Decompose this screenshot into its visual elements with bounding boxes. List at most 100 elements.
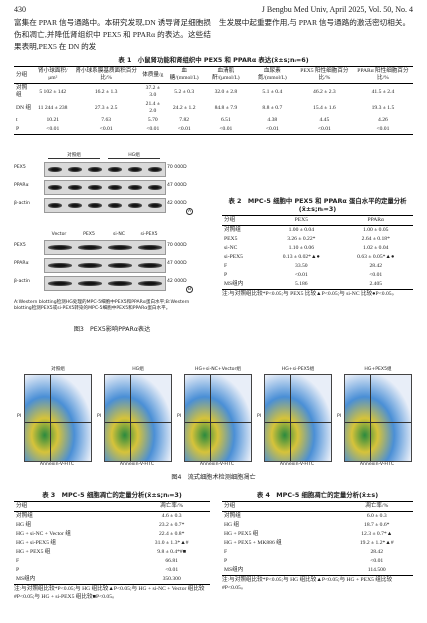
band-size: 42 000D <box>167 201 187 206</box>
header-cell: 血尿素氮/(mmol/L) <box>257 68 287 81</box>
table-row: 对照组 6.0 ± 0.3 <box>222 512 413 522</box>
blot-band <box>138 245 162 250</box>
table-cell: HG + PEX5 + MK886 组 <box>224 540 282 546</box>
table-row: F 66.81 <box>14 557 210 566</box>
blot-band <box>88 203 102 208</box>
blot-strip <box>44 258 166 273</box>
table-row: F 33.50 28.42 <box>222 262 413 271</box>
table-row: 对照组 4.6 ± 0.3 <box>14 512 210 522</box>
table-cell: 15.4 ± 1.6 <box>313 104 336 111</box>
table4-block: 表 4 MPC-5 细胞凋亡的定量分析(x̄±s) 分组 凋亡率/% 对照组 6.0 … <box>222 490 413 592</box>
quadrant-line <box>345 422 411 424</box>
band-size: 47 000D <box>167 261 187 266</box>
table-cell: 5.1 ± 0.4 <box>262 88 283 95</box>
table-row: HG + si-NC + Vector 组 22.4 ± 0.8* <box>14 530 210 539</box>
header-cell: PEX5 <box>294 217 308 223</box>
header-row: 分组 PEX5 PPARα <box>222 215 413 226</box>
quadrant-line <box>25 422 91 424</box>
blot-band <box>48 185 62 190</box>
header-row: 分组 凋亡率/% <box>14 501 210 512</box>
table-cell: 对照组 <box>16 85 28 98</box>
table-head: 分组 凋亡率/% <box>222 501 413 512</box>
header-cell: 分组 <box>16 503 28 509</box>
blot-band <box>128 203 142 208</box>
table-cell: 23.2 ± 0.7* <box>158 522 185 528</box>
blot-band <box>138 263 162 268</box>
table-cell: 28.42 <box>369 263 383 269</box>
blot-band <box>108 245 132 250</box>
table-cell: <0.01 <box>294 272 308 278</box>
table-row: MS组内 5.186 2.405 <box>222 280 413 290</box>
blot-band <box>78 263 102 268</box>
table-cell: 4.6 ± 0.3 <box>161 513 182 519</box>
table-cell: 84.8 ± 7.9 <box>214 104 238 111</box>
table-cell: 16.2 ± 1.3 <box>94 88 118 95</box>
table-cell: 46.2 ± 2.3 <box>313 88 336 95</box>
table-cell: <0.01 <box>369 272 383 278</box>
table-cell: MS组内 <box>224 567 244 573</box>
data-table: 分组 肾小球面积/μm² 肾小球系膜基质面积百分比/% 体质量/g 血糖/(mmol/L… <box>14 66 413 135</box>
blot-band <box>108 263 132 268</box>
table-cell: 33.50 <box>295 263 308 269</box>
blot-strip <box>44 240 166 255</box>
table-cell: 11 244 ± 238 <box>38 104 68 111</box>
quadrant-line <box>50 375 52 461</box>
quadrant-line <box>185 422 251 424</box>
flow-plot <box>24 374 92 462</box>
table-row: HG + PEX5 组 12.3 ± 0.7*▲ <box>222 530 413 539</box>
band-size: 47 000D <box>167 183 187 188</box>
band-size: 70 000D <box>167 165 187 170</box>
panel-title: HG+PEX5组 <box>364 367 392 372</box>
header-cell: PPARα 阳性细胞百分比/% <box>357 68 409 81</box>
x-axis-label: Annexin-V-FITC <box>359 462 395 467</box>
table-cell: <0.01 <box>177 126 191 132</box>
band-size: 42 000D <box>167 279 187 284</box>
header-cell: 肾小球系膜基质面积百分比/% <box>75 68 137 81</box>
table-cell: 5 102 ± 142 <box>39 88 67 95</box>
quadrant-line <box>210 375 212 461</box>
table-cell: <0.01 <box>370 558 384 564</box>
table-head: 分组 肾小球面积/μm² 肾小球系膜基质面积百分比/% 体质量/g 血糖/(mmol/L… <box>14 66 413 84</box>
table-cell: 1.00 ± 0.04 <box>288 227 315 233</box>
table-body: 对照组 1.00 ± 0.04 1.00 ± 0.05 PEX5 3.26 ± 0.22… <box>222 226 413 290</box>
table3-block: 表 3 MPC-5 细胞凋亡的定量分析(x̄±s;nᵢ=3) 分组 凋亡率/% 对照… <box>14 490 210 601</box>
table-cell: 19.3 ± 1.5 <box>371 104 395 111</box>
blot-band <box>108 167 122 172</box>
table-cell: 27.3 ± 2.5 <box>94 104 118 111</box>
table-cell: 5.186 <box>295 281 308 287</box>
blot-band <box>148 185 162 190</box>
table-cell: 10.21 <box>46 117 60 123</box>
table-cell: 12.3 ± 0.7*▲ <box>361 531 393 537</box>
blot-band <box>88 167 102 172</box>
table-row: HG + PEX5 + MK886 组 19.2 ± 1.2*▲# <box>222 539 413 548</box>
flow-plot <box>344 374 412 462</box>
table-cell: DN 组 <box>16 104 32 111</box>
quadrant-line <box>370 375 372 461</box>
blot-band <box>48 281 72 286</box>
table-row: HG + si-PEX5 组 31.0 ± 1.3*▲# <box>14 539 210 548</box>
x-axis-label: Annexin-V-FITC <box>39 462 75 467</box>
flow-plot <box>184 374 252 462</box>
table-cell: 32.0 ± 2.8 <box>214 88 238 95</box>
table-cell: 0.63 ± 0.05*▲● <box>357 254 395 260</box>
table-cell: 7.82 <box>179 117 190 123</box>
panel-title: HG+si-NC+Vector组 <box>195 367 241 372</box>
x-axis-label: Annexin-V-FITC <box>119 462 155 467</box>
figure-legend: A:Western blotting检测HG处理的MPC-5细胞中PEX5和PP… <box>14 300 190 311</box>
blot-band <box>128 185 142 190</box>
figure-caption: 图3 PEX5影响PPARα表达 <box>73 326 151 333</box>
table-row: P <0.01 <box>222 557 413 566</box>
table-cell: <0.01 <box>219 126 233 132</box>
table-row: 对照组 5 102 ± 142 16.2 ± 1.3 37.2 ± 3.0 5.2 ± … <box>14 84 413 101</box>
table-row: 对照组 1.00 ± 0.04 1.00 ± 0.05 <box>222 226 413 236</box>
table4: 分组 凋亡率/% 对照组 6.0 ± 0.3 HG 组 18.7 ± 0.6* HG + P… <box>222 501 413 576</box>
table-cell: 9.8 ± 0.4*#■ <box>157 549 187 555</box>
table-cell: 对照组 <box>16 513 33 519</box>
table-row: F 28.42 <box>222 548 413 557</box>
y-axis-label: PI <box>257 414 262 419</box>
journal-info: J Bengbu Med Univ, April 2025, Vol. 50, … <box>261 5 413 14</box>
table-cell: HG + PEX5 组 <box>224 531 259 537</box>
band-label: β-actin <box>14 201 30 206</box>
table-cell: si-PEX5 <box>224 254 243 260</box>
